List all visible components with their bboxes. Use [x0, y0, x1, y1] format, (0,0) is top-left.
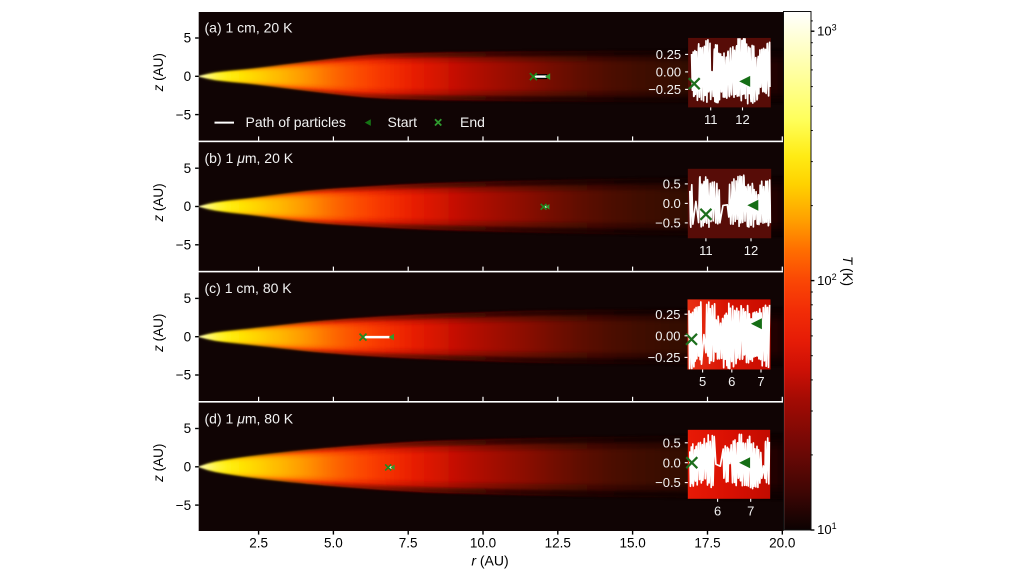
svg-text:7.5: 7.5: [399, 536, 418, 551]
svg-text:20.0: 20.0: [769, 536, 795, 551]
svg-text:7: 7: [747, 503, 754, 518]
svg-text:End: End: [460, 114, 485, 130]
svg-text:17.5: 17.5: [694, 536, 720, 551]
svg-text:0: 0: [184, 69, 192, 84]
svg-text:r (AU): r (AU): [471, 553, 508, 569]
svg-text:(a) 1 cm, 20 K: (a) 1 cm, 20 K: [205, 20, 294, 36]
svg-text:0.25: 0.25: [656, 47, 681, 62]
svg-text:6: 6: [714, 503, 721, 518]
svg-text:(b) 1 μm, 20 K: (b) 1 μm, 20 K: [205, 150, 294, 166]
svg-text:−0.25: −0.25: [648, 350, 681, 365]
svg-text:0: 0: [184, 460, 192, 475]
svg-text:z (AU): z (AU): [151, 53, 166, 92]
svg-text:0.5: 0.5: [663, 177, 681, 192]
svg-text:5: 5: [184, 421, 192, 436]
svg-text:(c) 1 cm, 80 K: (c) 1 cm, 80 K: [205, 280, 293, 296]
svg-text:0: 0: [184, 199, 192, 214]
svg-text:T (K): T (K): [840, 256, 855, 286]
svg-text:11: 11: [704, 112, 718, 127]
svg-text:−5: −5: [176, 238, 191, 253]
svg-text:z (AU): z (AU): [151, 314, 166, 353]
svg-text:0.00: 0.00: [656, 65, 681, 80]
svg-text:15.0: 15.0: [619, 536, 645, 551]
svg-text:2.5: 2.5: [249, 536, 268, 551]
svg-text:0.00: 0.00: [655, 328, 680, 343]
svg-text:5: 5: [184, 31, 192, 46]
svg-text:0.0: 0.0: [663, 196, 681, 211]
svg-text:z (AU): z (AU): [151, 444, 166, 483]
svg-text:7: 7: [757, 374, 764, 389]
svg-text:5: 5: [184, 161, 192, 176]
svg-text:5: 5: [699, 374, 706, 389]
svg-text:−5: −5: [176, 107, 191, 122]
svg-text:10.0: 10.0: [470, 536, 496, 551]
svg-text:12: 12: [744, 243, 758, 258]
svg-text:12.5: 12.5: [545, 536, 571, 551]
svg-text:−0.5: −0.5: [655, 475, 681, 490]
svg-text:−0.5: −0.5: [655, 216, 681, 231]
svg-text:z (AU): z (AU): [151, 183, 166, 222]
svg-text:0: 0: [184, 329, 192, 344]
svg-text:(d) 1 μm, 80 K: (d) 1 μm, 80 K: [205, 410, 294, 426]
svg-text:12: 12: [735, 112, 749, 127]
svg-text:−5: −5: [176, 368, 191, 383]
svg-text:−0.25: −0.25: [648, 82, 681, 97]
svg-text:Path of particles: Path of particles: [246, 114, 346, 130]
svg-text:−5: −5: [176, 498, 191, 513]
svg-text:5.0: 5.0: [324, 536, 343, 551]
svg-text:5: 5: [184, 291, 192, 306]
svg-text:6: 6: [728, 374, 735, 389]
svg-text:0.5: 0.5: [663, 435, 681, 450]
svg-text:0.25: 0.25: [655, 307, 680, 322]
svg-text:0.0: 0.0: [663, 455, 681, 470]
svg-text:Start: Start: [388, 114, 418, 130]
svg-text:11: 11: [699, 243, 713, 258]
